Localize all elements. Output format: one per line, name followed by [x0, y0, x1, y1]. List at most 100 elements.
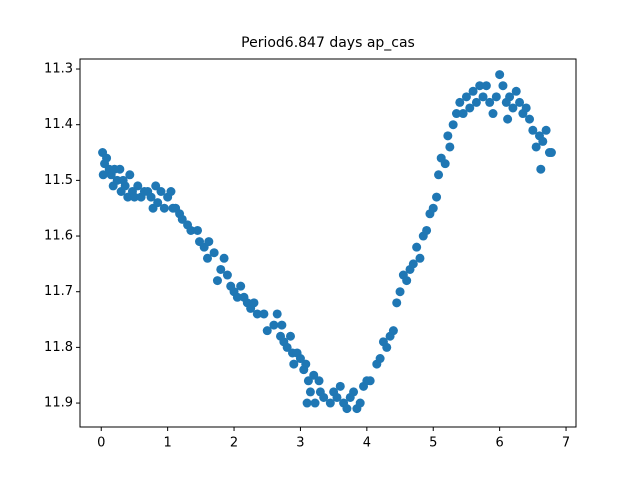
point [515, 97, 525, 107]
point [342, 404, 352, 414]
point [262, 326, 272, 336]
point [505, 92, 515, 102]
point [314, 376, 324, 386]
point [451, 109, 461, 119]
point [325, 398, 335, 408]
point [468, 86, 478, 96]
plot-area [98, 70, 556, 414]
point [541, 125, 551, 135]
point [209, 248, 219, 258]
point [503, 114, 513, 124]
point [219, 253, 229, 263]
point [285, 331, 295, 341]
point [133, 181, 143, 191]
point [186, 225, 196, 235]
point [481, 81, 491, 91]
point [277, 320, 287, 330]
point [151, 181, 161, 191]
point [332, 392, 342, 402]
x-tick-label: 6 [496, 436, 504, 451]
point [388, 326, 398, 336]
point [146, 192, 156, 202]
point [115, 164, 125, 174]
point [310, 398, 320, 408]
point [129, 192, 139, 202]
point [375, 354, 385, 364]
point [408, 259, 418, 269]
point [485, 97, 495, 107]
point [382, 342, 392, 352]
point [232, 292, 242, 302]
point [546, 148, 556, 158]
point [216, 264, 226, 274]
x-tick-label: 1 [164, 436, 172, 451]
point [434, 170, 444, 180]
point [415, 253, 425, 263]
point [498, 81, 508, 91]
axes-frame [79, 58, 577, 428]
point [443, 131, 453, 141]
x-tick-label: 7 [562, 436, 570, 451]
point [440, 159, 450, 169]
chart-title: Period6.847 days ap_cas [241, 35, 415, 51]
point [488, 109, 498, 119]
point [525, 114, 535, 124]
point [335, 381, 345, 391]
point [259, 309, 269, 319]
x-tick-label: 4 [363, 436, 371, 451]
point [428, 203, 438, 213]
point [395, 287, 405, 297]
point [455, 97, 465, 107]
y-tick-label: 11.9 [44, 396, 73, 411]
point [528, 125, 538, 135]
point [448, 120, 458, 130]
x-tick-label: 3 [296, 436, 304, 451]
point [305, 387, 315, 397]
point [402, 276, 412, 286]
point [422, 225, 432, 235]
point [236, 281, 246, 291]
point [478, 92, 488, 102]
point [269, 320, 279, 330]
point [222, 270, 232, 280]
y-tick-label: 11.6 [44, 229, 73, 244]
point [465, 103, 475, 113]
point [204, 237, 214, 247]
y-tick-label: 11.5 [44, 173, 73, 188]
point [491, 92, 501, 102]
point [461, 92, 471, 102]
point [156, 187, 166, 197]
point [289, 359, 299, 369]
point [538, 136, 548, 146]
point [303, 376, 313, 386]
point [153, 198, 163, 208]
y-tick-label: 11.3 [44, 62, 73, 77]
x-tick-label: 0 [97, 436, 105, 451]
point [511, 86, 521, 96]
point [177, 214, 187, 224]
point [392, 298, 402, 308]
point [412, 242, 422, 252]
point [212, 276, 222, 286]
x-tick-label: 2 [230, 436, 238, 451]
point [166, 187, 176, 197]
point [531, 142, 541, 152]
point [98, 170, 108, 180]
point [309, 370, 319, 380]
point [319, 392, 329, 402]
point [355, 398, 365, 408]
point [301, 359, 311, 369]
point [102, 153, 112, 163]
point [249, 298, 259, 308]
point [432, 192, 442, 202]
y-tick-label: 11.8 [44, 340, 73, 355]
point [272, 309, 282, 319]
point [458, 109, 468, 119]
point [159, 203, 169, 213]
point [495, 70, 505, 80]
point [349, 387, 359, 397]
point [508, 103, 518, 113]
point [120, 181, 130, 191]
